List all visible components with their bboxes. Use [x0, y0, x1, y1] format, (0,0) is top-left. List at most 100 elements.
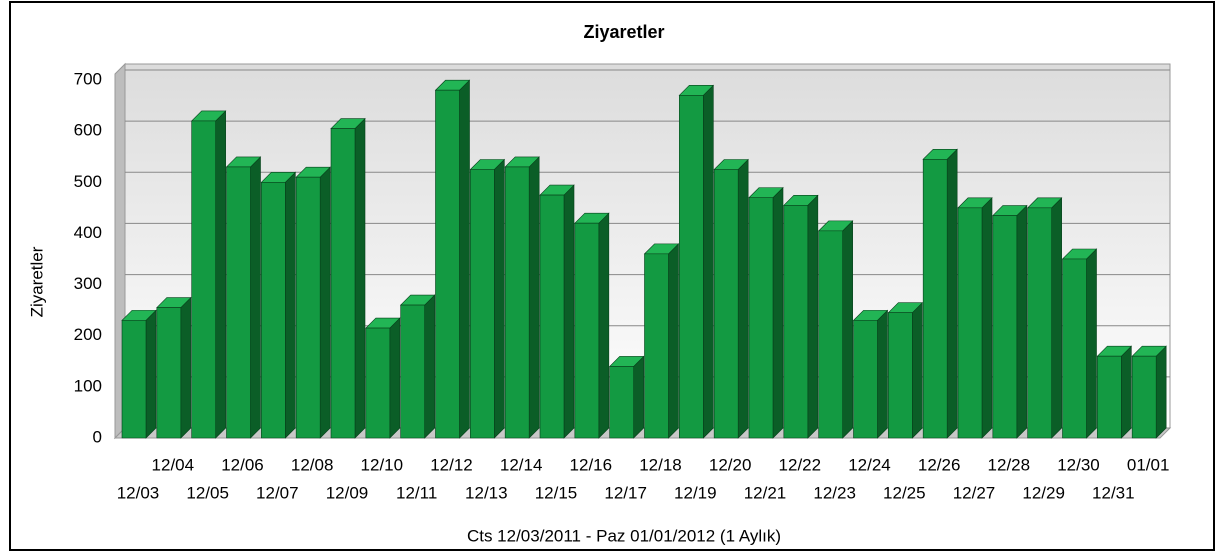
- bar-face: [772, 186, 784, 439]
- x-tick-label: 12/31: [1092, 483, 1135, 502]
- bar: [852, 309, 889, 439]
- bar-face: [842, 220, 853, 439]
- bar-face: [644, 253, 669, 439]
- bar-face: [215, 110, 226, 439]
- bar-face: [807, 194, 819, 439]
- bar-face: [609, 366, 634, 439]
- bar-face: [748, 197, 774, 439]
- y-tick-label: 500: [74, 172, 102, 191]
- bar: [539, 184, 575, 439]
- x-tick-label: 12/16: [570, 455, 613, 474]
- chart-title: Ziyaretler: [583, 22, 664, 42]
- x-tick-label: 12/17: [604, 483, 647, 502]
- y-axis-title: Ziyaretler: [27, 246, 46, 317]
- bar: [225, 156, 262, 439]
- bar-face: [1051, 197, 1062, 439]
- y-tick-label: 400: [74, 223, 102, 242]
- bar-face: [226, 166, 251, 439]
- bar: [434, 79, 471, 439]
- x-tick-label: 12/29: [1022, 483, 1065, 502]
- bar-face: [1016, 204, 1028, 439]
- x-tick-label: 12/14: [500, 455, 543, 474]
- y-tick-label: 100: [74, 376, 102, 395]
- bar-face: [180, 296, 192, 439]
- bar-face: [156, 307, 182, 439]
- bar-face: [250, 156, 261, 439]
- bar: [1096, 345, 1133, 439]
- bar-face: [713, 169, 739, 439]
- bar-face: [912, 301, 923, 439]
- bar-face: [679, 95, 704, 439]
- bar-face: [598, 212, 610, 439]
- bar-face: [818, 230, 843, 439]
- bar: [643, 243, 680, 439]
- bar: [121, 309, 157, 439]
- bar-face: [563, 184, 575, 439]
- bar-face: [1131, 355, 1157, 439]
- bar-face: [470, 169, 495, 439]
- bar-face: [295, 176, 321, 439]
- bar-face: [1121, 345, 1132, 439]
- bar: [190, 110, 227, 439]
- bar-face: [145, 309, 157, 439]
- bar: [713, 158, 749, 439]
- bar-face: [261, 181, 286, 439]
- y-tick-label: 600: [74, 121, 102, 140]
- x-tick-label: 12/22: [779, 455, 822, 474]
- x-tick-label: 12/25: [883, 483, 926, 502]
- x-tick-label: 12/27: [953, 483, 996, 502]
- x-tick-label: 12/21: [744, 483, 787, 502]
- bar-face: [121, 320, 147, 439]
- bar: [295, 166, 331, 439]
- x-tick-label: 12/10: [361, 455, 404, 474]
- bar-face: [946, 148, 958, 439]
- bar: [922, 148, 958, 439]
- bar-face: [737, 158, 749, 439]
- bar-face: [528, 156, 540, 439]
- bar: [469, 158, 506, 439]
- bar-face: [504, 166, 530, 439]
- x-tick-label: 12/07: [256, 483, 299, 502]
- bar: [330, 117, 366, 439]
- bar-face: [957, 207, 983, 439]
- bar-face: [703, 84, 714, 439]
- x-tick-label: 12/15: [535, 483, 578, 502]
- bar-face: [435, 89, 460, 439]
- bar-face: [574, 222, 600, 439]
- bar-face: [389, 317, 401, 439]
- bar-face: [365, 327, 391, 439]
- bar-face: [1027, 207, 1052, 439]
- x-tick-label: 12/03: [117, 483, 160, 502]
- x-tick-label: 12/24: [848, 455, 891, 474]
- bar: [608, 355, 645, 439]
- bar: [1061, 248, 1098, 439]
- bar-face: [330, 128, 356, 439]
- x-tick-label: 12/23: [813, 483, 856, 502]
- y-tick-label: 700: [74, 69, 102, 88]
- bar: [748, 186, 784, 439]
- x-tick-label: 12/08: [291, 455, 334, 474]
- bar-face: [1097, 355, 1122, 439]
- bar-face: [494, 158, 505, 439]
- x-axis-title: Cts 12/03/2011 - Paz 01/01/2012 (1 Aylık…: [467, 526, 781, 545]
- bar-face: [424, 294, 435, 439]
- bar: [678, 84, 715, 439]
- bar-face: [1155, 345, 1167, 439]
- bar-face: [853, 320, 878, 439]
- bar: [783, 194, 819, 439]
- bar: [504, 156, 540, 439]
- bar-face: [888, 312, 913, 439]
- bar-face: [922, 158, 948, 439]
- bar-face: [1086, 248, 1097, 439]
- bar-face: [539, 194, 565, 439]
- bar-face: [633, 355, 644, 439]
- x-tick-label: 12/05: [186, 483, 229, 502]
- bar: [1026, 197, 1063, 439]
- bar: [260, 171, 297, 439]
- x-tick-label: 12/18: [639, 455, 682, 474]
- y-tick-label: 200: [74, 325, 102, 344]
- bar-face: [668, 243, 679, 439]
- x-tick-label: 12/11: [396, 483, 437, 502]
- x-tick-label: 12/28: [988, 455, 1031, 474]
